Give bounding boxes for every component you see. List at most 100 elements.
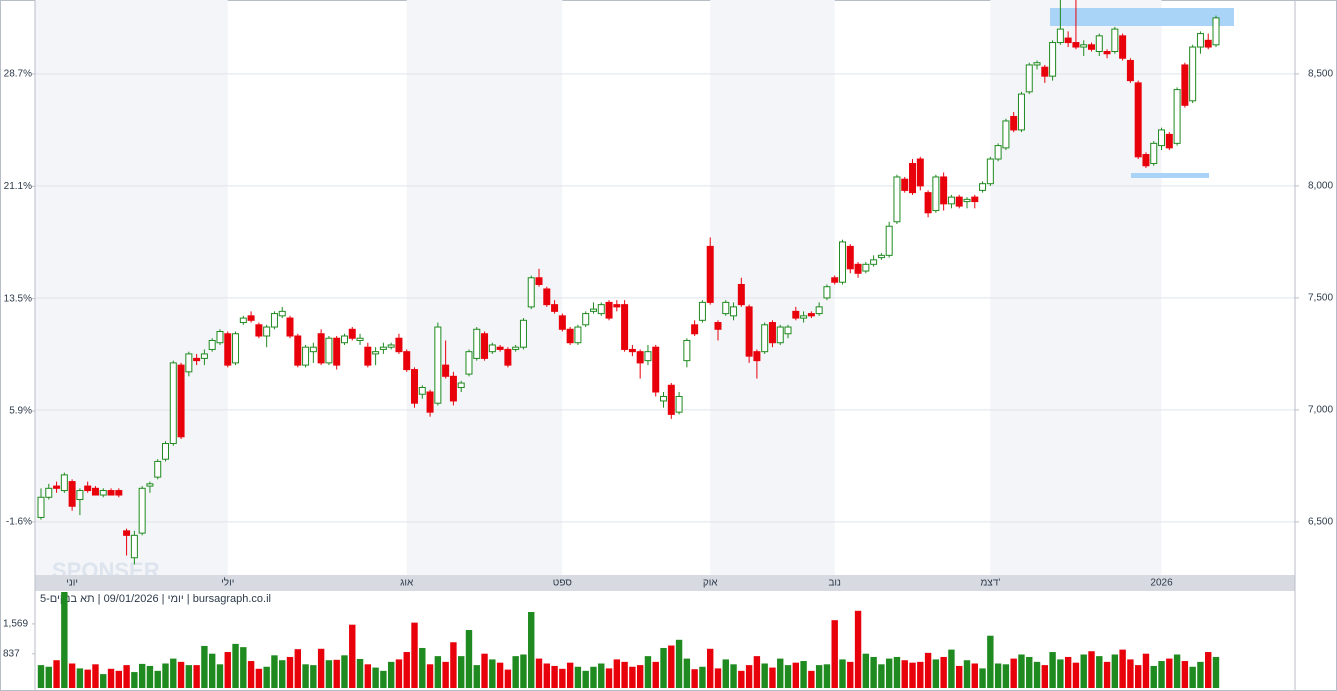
candle-body xyxy=(776,326,784,344)
volume-bar xyxy=(1088,651,1095,688)
candle-body xyxy=(488,344,496,353)
candle-body xyxy=(1025,64,1033,93)
candle-body xyxy=(496,346,504,350)
volume-bar xyxy=(1072,662,1080,688)
volume-bar xyxy=(146,665,154,688)
y2-tick-label: 13.5% xyxy=(4,293,32,304)
candle-body xyxy=(1056,28,1064,44)
candle-body xyxy=(107,490,115,496)
candle-body xyxy=(130,534,138,559)
candle-body xyxy=(1134,82,1142,158)
volume-bar xyxy=(271,655,278,688)
volume-bar xyxy=(92,664,99,688)
x-tick-label: נוב xyxy=(828,578,841,589)
volume-bar xyxy=(1080,654,1087,688)
candle-body xyxy=(302,346,310,366)
volume-bar xyxy=(107,668,115,688)
candle-body xyxy=(1002,120,1010,149)
volume-bar xyxy=(100,674,107,688)
volume-bar xyxy=(201,645,208,688)
volume-bar xyxy=(395,659,403,688)
candle-body xyxy=(247,315,255,321)
volume-bar xyxy=(333,659,340,688)
volume-bar xyxy=(738,670,745,688)
volume-bar xyxy=(940,656,947,688)
volume-bar xyxy=(263,666,270,688)
candle-body xyxy=(660,395,668,402)
volume-bar xyxy=(613,659,621,688)
volume-bar xyxy=(380,670,387,688)
candle-body xyxy=(691,324,699,335)
candle-body xyxy=(605,301,613,319)
candle-body xyxy=(294,335,302,366)
x-tick-label: דצמ' xyxy=(980,578,1000,589)
candle-body xyxy=(916,158,924,187)
volume-bar xyxy=(279,660,286,688)
candle-body xyxy=(146,483,154,487)
candle-body xyxy=(909,163,917,194)
volume-bar xyxy=(356,658,364,688)
candle-body xyxy=(123,530,131,536)
candle-body xyxy=(185,353,193,373)
volume-bar xyxy=(551,665,558,688)
candle-body xyxy=(232,333,240,364)
volume-bar xyxy=(419,647,426,688)
volume-bar xyxy=(1049,652,1056,688)
volume-bar xyxy=(722,659,729,688)
volume-bar xyxy=(426,664,434,688)
volume-bar xyxy=(76,668,84,688)
candle-body xyxy=(1010,115,1018,131)
candle-body xyxy=(1119,35,1127,59)
volume-bar xyxy=(372,667,379,688)
volume-bar xyxy=(1158,661,1165,688)
candle-body xyxy=(138,487,146,534)
candle-body xyxy=(846,245,854,270)
y-tick-label: 8,500 xyxy=(1308,69,1333,80)
candle-body xyxy=(162,443,170,460)
candle-body xyxy=(53,485,61,489)
volume-bar xyxy=(994,663,1002,688)
candle-body xyxy=(372,351,380,355)
candle-body xyxy=(574,326,582,344)
volume-bar xyxy=(971,663,978,688)
y-tick-label: 6,500 xyxy=(1308,517,1333,528)
candle-body xyxy=(675,395,683,413)
volume-bar xyxy=(1181,661,1189,688)
candle-body xyxy=(426,391,434,413)
volume-bar xyxy=(574,666,582,688)
x-axis-strip xyxy=(35,575,1295,591)
candle-body xyxy=(698,301,706,321)
candle-body xyxy=(1103,51,1111,55)
volume-bar xyxy=(232,643,239,688)
volume-bar xyxy=(255,668,263,688)
candle-body xyxy=(1196,33,1204,48)
volume-bar xyxy=(68,663,76,688)
candle-body xyxy=(379,346,387,350)
volume-bar xyxy=(247,661,255,688)
volume-bar xyxy=(1127,659,1134,688)
volume-bar xyxy=(1150,665,1157,688)
candle-body xyxy=(1142,154,1150,167)
volume-bar xyxy=(948,649,955,688)
candle-body xyxy=(1111,28,1119,53)
candle-body xyxy=(838,241,846,283)
volume-bar xyxy=(636,665,644,688)
volume-bar xyxy=(489,659,496,688)
volume-bar xyxy=(473,665,480,688)
candle-body xyxy=(286,317,294,337)
volume-bar xyxy=(1010,658,1017,688)
candle-body xyxy=(924,192,932,214)
volume-bar xyxy=(847,661,854,688)
volume-bar xyxy=(317,648,325,688)
x-tick-label: אוג xyxy=(400,578,414,589)
candle-body xyxy=(465,351,473,375)
x-tick-label: יוני xyxy=(66,578,78,589)
candle-body xyxy=(239,317,247,324)
volume-bar xyxy=(683,658,691,688)
volume-bar xyxy=(707,648,714,688)
candle-body xyxy=(387,344,395,348)
candle-body xyxy=(761,324,769,353)
volume-bar xyxy=(1026,656,1033,688)
candle-body xyxy=(434,326,442,404)
